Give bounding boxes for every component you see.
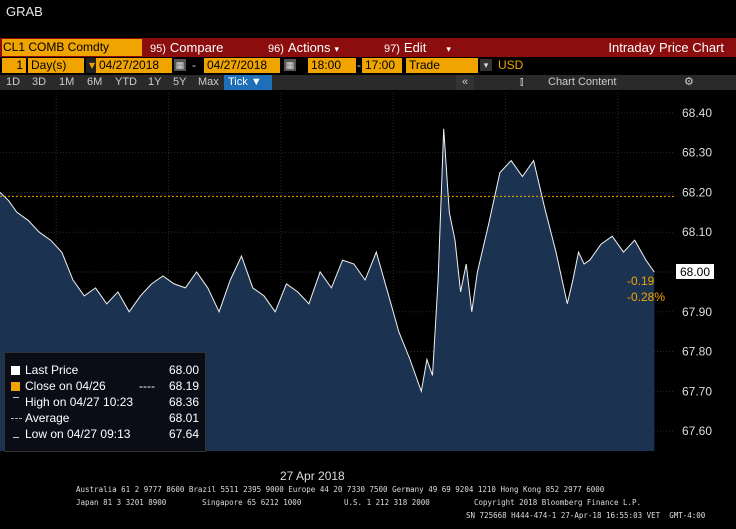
footer-contacts: Australia 61 2 9777 8600 Brazil 5511 239… — [76, 485, 605, 494]
y-tick-label: 68.20 — [682, 185, 712, 199]
compare-label: Compare — [169, 40, 224, 55]
end-date-field[interactable]: 04/27/2018 — [204, 58, 280, 73]
range-1d[interactable]: 1D — [2, 75, 25, 90]
range-5y[interactable]: 5Y — [169, 75, 191, 90]
calendar-icon[interactable]: ▦ — [174, 59, 186, 71]
period-unit[interactable]: Day(s) — [28, 58, 84, 73]
y-tick-label: 67.70 — [682, 384, 712, 398]
average-line-icon — [11, 418, 22, 419]
legend-label: Low on 04/27 09:13 — [25, 427, 131, 441]
range-6m[interactable]: 6M — [83, 75, 107, 90]
chevron-down-icon: ▾ — [446, 44, 451, 54]
compare-num: 95) — [150, 43, 166, 55]
y-tick-label: 67.60 — [682, 424, 712, 438]
chevron-down-icon: ▼ — [250, 76, 262, 88]
legend-value: 68.00 — [168, 363, 199, 377]
change-pct: -0.28% — [627, 290, 665, 304]
edit-label: Edit — [403, 40, 427, 55]
change-abs: -0.19 — [627, 274, 655, 288]
legend-value: 67.64 — [168, 427, 199, 441]
mode-select[interactable]: Trade — [406, 58, 478, 73]
range-3d[interactable]: 3D — [28, 75, 51, 90]
period-count[interactable]: 1 — [2, 58, 26, 73]
chevron-down-icon[interactable]: ▾ — [480, 59, 492, 71]
legend-value: 68.19 — [168, 379, 199, 393]
edit-menu[interactable]: 97) Edit ▾ — [384, 39, 451, 56]
start-date-field[interactable]: 04/27/2018 — [96, 58, 172, 73]
edit-num: 97) — [384, 43, 400, 55]
y-tick-label: 68.30 — [682, 146, 712, 160]
time-separator: - — [357, 58, 361, 72]
actions-label: Actions — [287, 40, 331, 55]
range-1m[interactable]: 1M — [55, 75, 79, 90]
range-max[interactable]: Max — [194, 75, 223, 90]
low-marker-icon — [13, 437, 19, 438]
date-label: 27 Apr 2018 — [280, 469, 345, 483]
y-tick-label: 67.90 — [682, 305, 712, 319]
start-time-field[interactable]: 18:00 — [308, 58, 356, 73]
end-time-field[interactable]: 17:00 — [362, 58, 402, 73]
range-1y[interactable]: 1Y — [144, 75, 166, 90]
actions-num: 96) — [268, 43, 284, 55]
footer-japan: Japan 81 3 3201 8900 — [76, 498, 167, 507]
footer: Australia 61 2 9777 8600 Brazil 5511 239… — [0, 483, 736, 529]
compare-menu[interactable]: 95) Compare — [150, 39, 223, 56]
legend-close: Close on 04/26 ---- 68.19 — [9, 379, 205, 394]
footer-sn: SN 725668 H444-474-1 27-Apr-18 16:55:03 … — [466, 511, 706, 520]
currency-label: USD — [498, 58, 524, 72]
legend: Last Price 68.00 Close on 04/26 ---- 68.… — [4, 352, 206, 452]
y-tick-label: 68.40 — [682, 106, 712, 120]
footer-us: U.S. 1 212 318 2000 — [344, 498, 430, 507]
last-price-tag-text: 68.00 — [680, 265, 710, 279]
footer-singapore: Singapore 65 6212 1000 — [202, 498, 302, 507]
chart-content-label[interactable]: Chart Content — [548, 76, 617, 88]
actions-menu[interactable]: 96) Actions ▾ — [268, 39, 339, 56]
legend-high: High on 04/27 10:23 68.36 — [9, 395, 205, 410]
ticker-field[interactable]: CL1 COMB Comdty — [2, 39, 142, 56]
footer-copyright: Copyright 2018 Bloomberg Finance L.P. — [474, 498, 642, 507]
price-line — [0, 128, 655, 394]
legend-value: 68.01 — [168, 411, 199, 425]
legend-label: Close on 04/26 — [25, 379, 106, 393]
date-separator: - — [192, 58, 196, 72]
tick-dropdown[interactable]: Tick ▼ — [224, 75, 272, 90]
legend-label: Average — [25, 411, 70, 425]
chart-content-icon: ⫾ — [520, 76, 524, 88]
legend-average: Average 68.01 — [9, 411, 205, 426]
y-tick-label: 67.80 — [682, 345, 712, 359]
legend-dash: ---- — [139, 379, 155, 393]
range-ytd[interactable]: YTD — [111, 75, 141, 90]
gear-icon[interactable]: ⚙ — [684, 76, 694, 88]
legend-swatch — [11, 382, 20, 391]
chevron-down-icon: ▾ — [89, 58, 96, 72]
toolbar — [0, 38, 736, 57]
collapse-left-icon[interactable]: « — [456, 75, 474, 90]
last-price-tag — [676, 264, 714, 279]
legend-last-price: Last Price 68.00 — [9, 363, 205, 378]
chevron-down-icon: ▾ — [334, 44, 340, 54]
chart-title: Intraday Price Chart — [608, 40, 724, 55]
legend-label: High on 04/27 10:23 — [25, 395, 134, 409]
high-marker-icon — [13, 397, 19, 398]
tick-label: Tick — [228, 76, 248, 88]
legend-label: Last Price — [25, 363, 79, 377]
y-tick-label: 68.10 — [682, 225, 712, 239]
legend-low: Low on 04/27 09:13 67.64 — [9, 427, 205, 442]
legend-swatch — [11, 366, 20, 375]
calendar-icon[interactable]: ▦ — [284, 59, 296, 71]
window-title: GRAB — [6, 4, 43, 19]
legend-value: 68.36 — [168, 395, 199, 409]
